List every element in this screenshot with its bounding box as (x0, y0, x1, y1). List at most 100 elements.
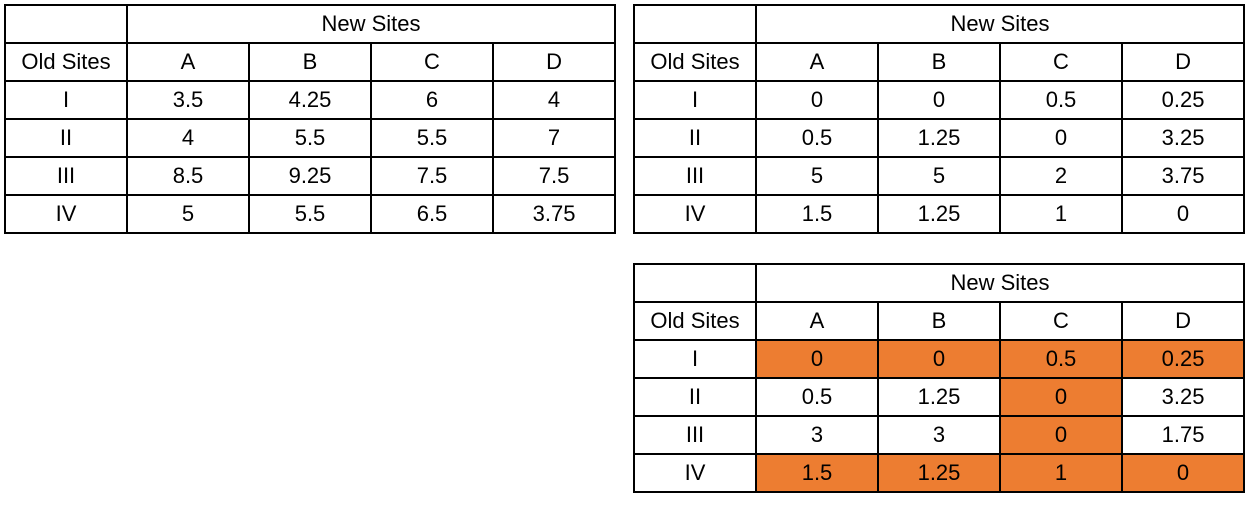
table-cell: 3.75 (491, 194, 617, 234)
table-cell: 5.5 (248, 194, 372, 234)
table-cell: 1.25 (877, 118, 1001, 158)
table-row: III 5 5 2 3.75 (633, 156, 1246, 196)
column-header-a: A (755, 301, 879, 341)
table-cell: 5.5 (370, 118, 494, 158)
table-row: II 4 5.5 5.5 7 (4, 118, 617, 158)
group-header-new-sites: New Sites (754, 4, 1246, 44)
table-cell: 2 (999, 156, 1123, 196)
table-cell: 1.25 (877, 377, 1001, 417)
row-label: III (633, 156, 757, 196)
table-cell: 7.5 (370, 156, 494, 196)
table-cell: 6 (370, 80, 494, 120)
column-header-c: C (999, 42, 1123, 82)
table-cell-highlighted: 1 (999, 453, 1123, 493)
column-header-c: C (999, 301, 1123, 341)
table-cell: 0.25 (1120, 80, 1246, 120)
table-cell: 3.75 (1120, 156, 1246, 196)
group-header-row: New Sites (633, 263, 1246, 303)
column-header-d: D (1120, 301, 1246, 341)
table-row: IV 1.5 1.25 1 0 (633, 194, 1246, 234)
table-row: II 0.5 1.25 0 3.25 (633, 118, 1246, 158)
row-header-old-sites: Old Sites (4, 42, 128, 82)
table-row: I 3.5 4.25 6 4 (4, 80, 617, 120)
table-cell: 4 (126, 118, 250, 158)
table-cell: 1.75 (1120, 415, 1246, 455)
table-row: III 8.5 9.25 7.5 7.5 (4, 156, 617, 196)
corner-cell (4, 4, 128, 44)
table-cell: 0.5 (999, 80, 1123, 120)
table-cell: 7.5 (491, 156, 617, 196)
group-header-new-sites: New Sites (754, 263, 1246, 303)
column-header-d: D (491, 42, 617, 82)
table-cell: 3.25 (1120, 377, 1246, 417)
table-row: I 0 0 0.5 0.25 (633, 80, 1246, 120)
table-cell: 0 (1120, 194, 1246, 234)
group-header-row: New Sites (4, 4, 617, 44)
table-row: I 0 0 0.5 0.25 (633, 339, 1246, 379)
row-label: III (633, 415, 757, 455)
row-label: II (4, 118, 128, 158)
table-cell: 5.5 (248, 118, 372, 158)
cost-table-original: New Sites Old Sites A B C D I 3.5 4.25 6… (4, 4, 617, 234)
table-cell-highlighted: 1.25 (877, 453, 1001, 493)
table-cell: 3.5 (126, 80, 250, 120)
row-header-old-sites: Old Sites (633, 42, 757, 82)
table-row: IV 1.5 1.25 1 0 (633, 453, 1246, 493)
table-cell: 3 (755, 415, 879, 455)
cost-table-covered: New Sites Old Sites A B C D I 0 0 0.5 0.… (633, 263, 1246, 493)
column-header-a: A (755, 42, 879, 82)
table-cell-highlighted: 0.5 (999, 339, 1123, 379)
cost-table-reduced: New Sites Old Sites A B C D I 0 0 0.5 0.… (633, 4, 1246, 234)
column-header-b: B (877, 42, 1001, 82)
table-cell: 5 (877, 156, 1001, 196)
column-header-d: D (1120, 42, 1246, 82)
table-cell: 0.5 (755, 377, 879, 417)
row-label: III (4, 156, 128, 196)
table-row: II 0.5 1.25 0 3.25 (633, 377, 1246, 417)
table-cell-highlighted: 0 (755, 339, 879, 379)
row-label: I (633, 339, 757, 379)
table-cell-highlighted: 1.5 (755, 453, 879, 493)
column-header-b: B (248, 42, 372, 82)
column-header-c: C (370, 42, 494, 82)
table-cell: 7 (491, 118, 617, 158)
table-cell: 3.25 (1120, 118, 1246, 158)
row-label: IV (633, 194, 757, 234)
corner-cell (633, 263, 757, 303)
table-cell-highlighted: 0 (999, 415, 1123, 455)
table-cell-highlighted: 0 (999, 377, 1123, 417)
column-header-row: Old Sites A B C D (633, 42, 1246, 82)
table-row: III 3 3 0 1.75 (633, 415, 1246, 455)
corner-cell (633, 4, 757, 44)
table-cell: 1.25 (877, 194, 1001, 234)
column-header-a: A (126, 42, 250, 82)
row-label: II (633, 377, 757, 417)
group-header-new-sites: New Sites (125, 4, 617, 44)
table-cell-highlighted: 0 (877, 339, 1001, 379)
table-cell: 8.5 (126, 156, 250, 196)
column-header-b: B (877, 301, 1001, 341)
table-cell: 0 (877, 80, 1001, 120)
table-cell: 9.25 (248, 156, 372, 196)
row-label: IV (633, 453, 757, 493)
column-header-row: Old Sites A B C D (4, 42, 617, 82)
table-cell-highlighted: 0.25 (1120, 339, 1246, 379)
row-label: IV (4, 194, 128, 234)
table-cell: 6.5 (370, 194, 494, 234)
table-cell: 5 (126, 194, 250, 234)
table-cell: 1.5 (755, 194, 879, 234)
table-cell: 4.25 (248, 80, 372, 120)
row-header-old-sites: Old Sites (633, 301, 757, 341)
table-cell: 3 (877, 415, 1001, 455)
column-header-row: Old Sites A B C D (633, 301, 1246, 341)
table-cell: 1 (999, 194, 1123, 234)
group-header-row: New Sites (633, 4, 1246, 44)
table-cell: 5 (755, 156, 879, 196)
row-label: I (4, 80, 128, 120)
table-row: IV 5 5.5 6.5 3.75 (4, 194, 617, 234)
table-cell: 0.5 (755, 118, 879, 158)
table-cell: 0 (755, 80, 879, 120)
table-cell: 0 (999, 118, 1123, 158)
row-label: II (633, 118, 757, 158)
row-label: I (633, 80, 757, 120)
